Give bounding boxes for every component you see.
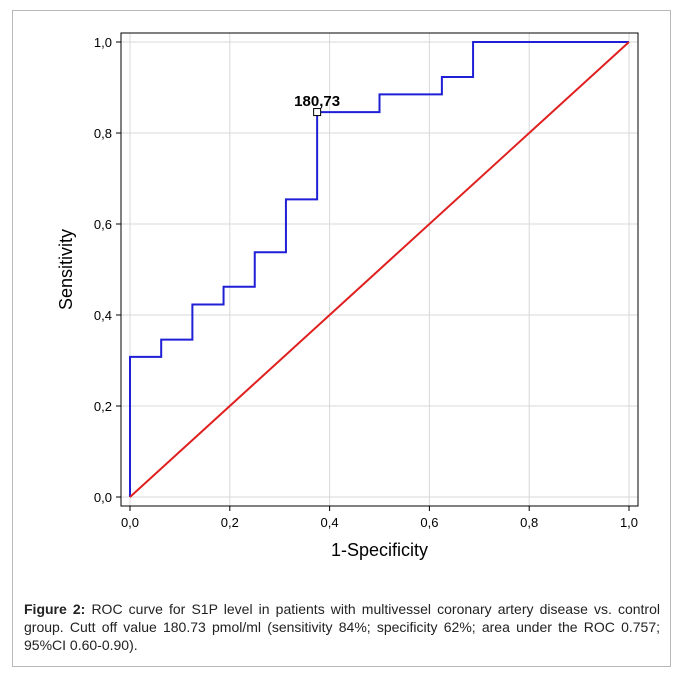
ticks: 0,0 0,2 0,4 0,6 0,8 1,0 0,0 0,2 0,4 0,6 0,8 1,0 [94,35,638,530]
figure-frame [12,10,671,667]
x-tick-label: 0,8 [520,515,538,530]
y-axis-label: Sensitivity [56,229,76,310]
x-tick-label: 0,4 [321,515,339,530]
plot-area [120,32,639,507]
y-tick-label: 1,0 [94,35,112,50]
x-axis-label: 1-Specificity [331,540,428,560]
caption-label: Figure 2: [24,601,86,617]
reference-diagonal-line [129,41,630,498]
figure-caption: Figure 2: ROC curve for S1P level in pat… [24,600,660,654]
x-tick-label: 0,6 [420,515,438,530]
cutoff-marker [313,108,322,117]
roc-chart: 0,0 0,2 0,4 0,6 0,8 1,0 0,0 0,2 0,4 0,6 0,8 1,0 180… [56,32,639,560]
x-tick-label: 0,2 [221,515,239,530]
roc-curve-line [129,41,629,497]
x-tick-label: 0,0 [121,515,139,530]
cutoff-label: 180,73 [294,93,340,110]
y-tick-label: 0,2 [94,399,112,414]
y-tick-label: 0,0 [94,490,112,505]
y-tick-label: 0,4 [94,308,112,323]
x-tick-label: 1,0 [620,515,638,530]
y-tick-label: 0,8 [94,126,112,141]
series-group [129,41,630,498]
caption-text: ROC curve for S1P level in patients with… [24,601,660,653]
annotations: 180,73 [294,93,340,117]
y-tick-label: 0,6 [94,217,112,232]
